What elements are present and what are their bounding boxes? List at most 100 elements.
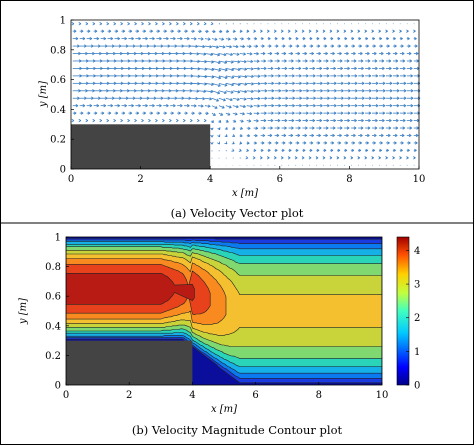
velocity-arrow — [267, 36, 271, 41]
velocity-arrow — [93, 89, 102, 93]
velocity-arrow — [246, 111, 253, 116]
velocity-arrow — [358, 51, 363, 56]
velocity-arrow — [344, 44, 349, 48]
velocity-arrow — [218, 112, 224, 116]
colorbar-tick-label: 2 — [414, 313, 420, 324]
velocity-arrow — [337, 51, 342, 56]
velocity-arrow — [246, 134, 251, 138]
velocity-arrow — [309, 118, 316, 123]
velocity-arrow — [392, 66, 399, 71]
velocity-arrow — [156, 29, 160, 33]
x-tick-label-0: 6 — [277, 174, 283, 185]
velocity-arrow — [149, 111, 153, 115]
velocity-arrow — [246, 148, 249, 153]
velocity-arrow — [211, 105, 218, 109]
velocity-arrow — [302, 59, 308, 63]
velocity-arrow — [295, 81, 302, 85]
velocity-arrow — [302, 66, 309, 71]
velocity-arrow — [267, 51, 273, 56]
velocity-arrow — [309, 36, 313, 41]
velocity-arrow — [175, 22, 179, 26]
velocity-arrow — [337, 74, 344, 78]
velocity-arrow — [267, 126, 273, 130]
colorbar-tick-label: 1 — [414, 347, 420, 358]
velocity-arrow — [163, 111, 167, 115]
velocity-arrow — [302, 51, 308, 56]
velocity-arrow — [232, 60, 241, 64]
velocity-arrow — [107, 44, 115, 48]
velocity-arrow — [224, 126, 228, 130]
velocity-arrow — [287, 29, 291, 33]
velocity-arrow — [392, 44, 397, 48]
velocity-arrow — [155, 118, 158, 123]
velocity-arrow — [295, 44, 300, 48]
velocity-arrow — [86, 44, 94, 48]
velocity-arrow — [79, 104, 86, 108]
velocity-arrow — [406, 118, 413, 123]
velocity-arrow — [323, 111, 330, 115]
velocity-arrow — [197, 111, 202, 115]
velocity-arrow — [253, 74, 261, 78]
velocity-arrow — [337, 118, 343, 123]
velocity-arrow — [288, 96, 295, 100]
velocity-arrow — [267, 104, 274, 108]
velocity-arrow — [246, 44, 252, 48]
velocity-arrow — [330, 148, 334, 153]
velocity-arrow — [309, 96, 316, 100]
velocity-arrow — [288, 141, 293, 145]
velocity-arrow — [267, 44, 272, 48]
velocity-arrow — [266, 29, 270, 33]
velocity-arrow — [344, 111, 351, 115]
velocity-arrow — [191, 111, 195, 115]
velocity-arrow — [120, 22, 123, 26]
velocity-arrow — [106, 22, 109, 26]
velocity-arrow — [392, 89, 400, 93]
velocity-arrow — [365, 104, 372, 108]
velocity-arrow — [93, 104, 100, 108]
velocity-arrow — [225, 45, 232, 49]
velocity-arrow — [323, 44, 328, 48]
velocity-arrow — [302, 74, 309, 78]
velocity-arrow — [100, 96, 108, 100]
velocity-arrow — [135, 89, 144, 93]
velocity-arrow — [330, 74, 337, 78]
velocity-arrow — [246, 119, 252, 123]
velocity-arrow — [135, 29, 140, 33]
velocity-arrow — [365, 66, 371, 71]
x-tick-label-0: 8 — [346, 174, 352, 185]
velocity-arrow — [351, 81, 358, 85]
velocity-arrow — [281, 66, 288, 71]
velocity-arrow — [295, 118, 302, 123]
velocity-arrow — [399, 111, 406, 115]
velocity-arrow — [191, 44, 199, 48]
velocity-arrow — [365, 89, 372, 93]
velocity-arrow — [239, 75, 248, 79]
velocity-arrow — [413, 44, 418, 48]
velocity-arrow — [274, 118, 281, 123]
velocity-arrow — [399, 141, 404, 145]
velocity-arrow — [337, 81, 344, 85]
y-tick-label-0: 0.2 — [50, 135, 66, 146]
velocity-arrow — [142, 96, 150, 100]
velocity-arrow — [218, 119, 222, 123]
velocity-arrow — [288, 59, 294, 63]
velocity-arrow — [128, 51, 137, 56]
velocity-arrow — [162, 118, 165, 123]
x-axis-label-b: x [m] — [211, 404, 237, 415]
velocity-arrow — [330, 81, 337, 85]
velocity-arrow — [330, 141, 335, 145]
velocity-arrow — [267, 66, 274, 71]
velocity-arrow — [121, 96, 129, 100]
velocity-arrow — [378, 118, 385, 123]
velocity-arrow — [316, 59, 322, 63]
velocity-arrow — [177, 111, 181, 115]
velocity-arrow — [378, 36, 382, 41]
velocity-arrow — [323, 141, 328, 145]
velocity-arrow — [351, 89, 358, 93]
velocity-arrow — [184, 104, 190, 108]
velocity-arrow — [399, 44, 404, 48]
velocity-arrow — [210, 141, 214, 145]
velocity-arrow — [225, 52, 233, 57]
velocity-arrow — [170, 96, 178, 100]
